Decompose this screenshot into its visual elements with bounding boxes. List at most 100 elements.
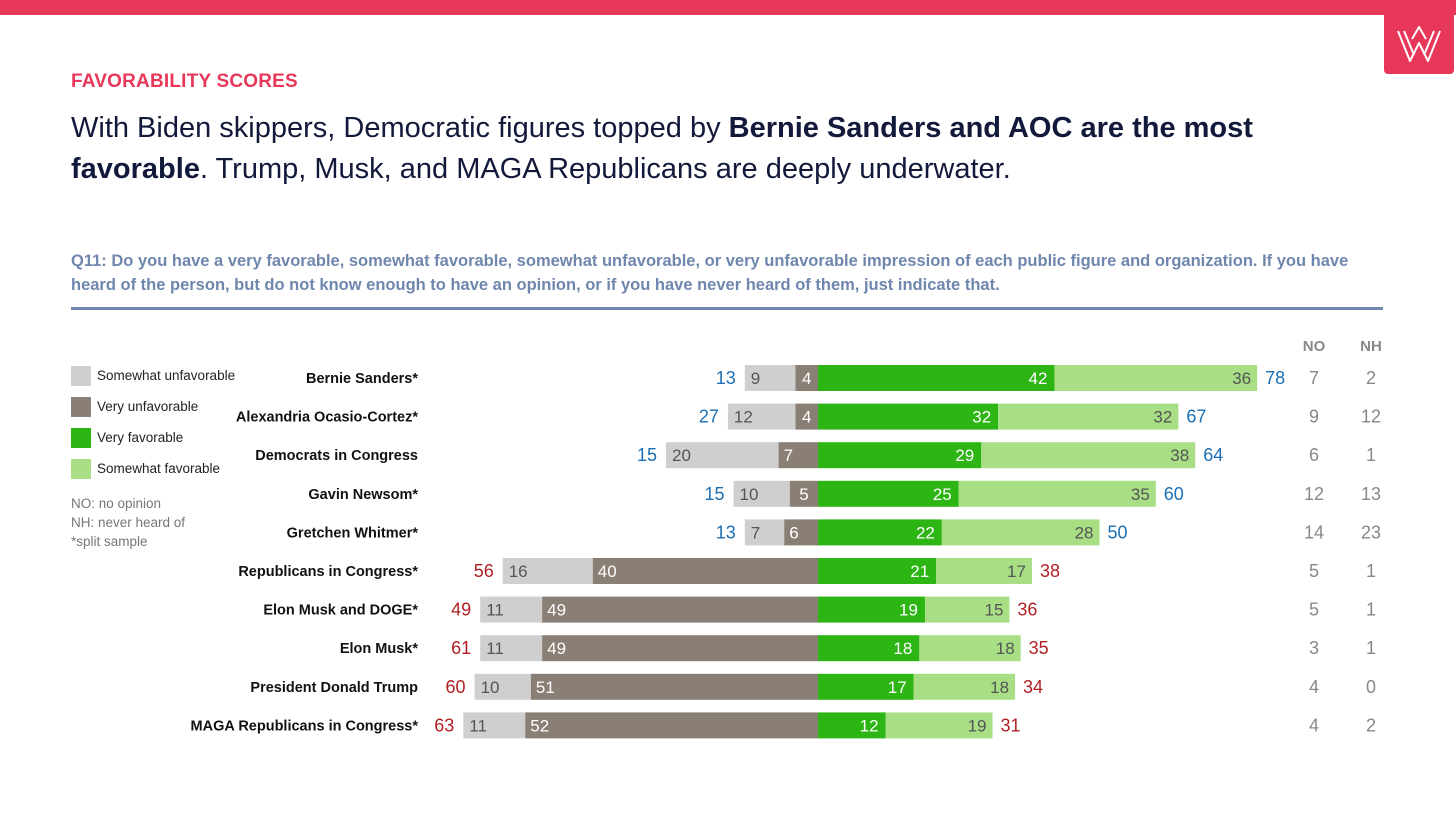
- no-opinion-value: 3: [1309, 638, 1319, 658]
- unfavorable-total: 15: [705, 484, 725, 504]
- label-somewhat-favorable: 19: [968, 716, 987, 735]
- bar-very-unfavorable: [778, 442, 818, 469]
- bar-very-favorable: [818, 673, 914, 700]
- bar-somewhat-unfavorable: [463, 712, 526, 739]
- bar-very-favorable: [818, 635, 920, 662]
- bar-somewhat-favorable: [981, 442, 1196, 469]
- label-very-unfavorable: 52: [530, 716, 549, 735]
- label-somewhat-unfavorable: 9: [751, 369, 760, 388]
- row-label: Gavin Newsom*: [308, 487, 418, 503]
- favorable-total: 31: [1001, 715, 1021, 735]
- label-somewhat-unfavorable: 16: [509, 562, 528, 581]
- bar-somewhat-unfavorable: [744, 519, 785, 546]
- never-heard-value: 13: [1361, 484, 1381, 504]
- bar-somewhat-unfavorable: [502, 558, 593, 584]
- label-somewhat-favorable: 32: [1153, 408, 1172, 427]
- row-label: President Donald Trump: [250, 680, 418, 696]
- never-heard-value: 0: [1366, 677, 1376, 697]
- bar-somewhat-favorable: [924, 596, 1010, 623]
- no-opinion-value: 4: [1309, 677, 1319, 697]
- row-label: Bernie Sanders*: [306, 371, 418, 387]
- label-very-unfavorable: 49: [547, 601, 566, 620]
- bar-very-favorable: [818, 712, 886, 739]
- row-label: MAGA Republicans in Congress*: [191, 718, 419, 734]
- logo-icon: [1397, 26, 1441, 62]
- bar-very-unfavorable: [795, 365, 818, 391]
- label-very-favorable: 42: [1029, 369, 1048, 388]
- no-opinion-value: 5: [1309, 561, 1319, 581]
- bar-very-unfavorable: [784, 519, 818, 546]
- label-somewhat-favorable: 35: [1131, 485, 1150, 504]
- question-text: Do you have a very favorable, somewhat f…: [71, 252, 1349, 294]
- bar-somewhat-favorable: [998, 403, 1179, 430]
- legend-item-somewhat-unfavorable: Somewhat unfavorable: [71, 366, 271, 386]
- label-very-unfavorable: 5: [799, 485, 808, 504]
- favorable-total: 50: [1108, 522, 1128, 542]
- bar-somewhat-unfavorable: [744, 365, 796, 391]
- label-somewhat-unfavorable: 11: [469, 716, 487, 735]
- label-very-unfavorable: 6: [789, 523, 798, 542]
- bar-very-unfavorable: [525, 712, 818, 739]
- unfavorable-total: 56: [474, 561, 494, 581]
- label-somewhat-unfavorable: 11: [486, 639, 504, 658]
- favorable-total: 64: [1203, 445, 1223, 465]
- legend-label: Somewhat favorable: [97, 461, 221, 476]
- row-label: Alexandria Ocasio-Cortez*: [236, 410, 418, 426]
- bar-very-favorable: [818, 442, 982, 469]
- bar-somewhat-unfavorable: [665, 442, 779, 469]
- no-opinion-value: 12: [1304, 484, 1324, 504]
- bar-very-favorable: [818, 403, 999, 430]
- bar-very-unfavorable: [542, 635, 818, 662]
- bar-somewhat-favorable: [941, 519, 1100, 546]
- row-label: Gretchen Whitmer*: [287, 525, 419, 541]
- label-very-favorable: 12: [860, 716, 879, 735]
- label-very-unfavorable: 7: [784, 446, 793, 465]
- headline-emphasis: Bernie Sanders and AOC are the most favo…: [71, 112, 1253, 185]
- bar-somewhat-favorable: [1054, 365, 1258, 391]
- legend-item-very-unfavorable: Very unfavorable: [71, 397, 271, 417]
- label-very-unfavorable: 51: [536, 678, 555, 697]
- bar-somewhat-favorable: [885, 712, 993, 739]
- label-somewhat-unfavorable: 11: [486, 601, 504, 620]
- favorable-total: 67: [1186, 407, 1206, 427]
- favorable-total: 78: [1265, 368, 1285, 388]
- no-opinion-value: 4: [1309, 715, 1319, 735]
- column-header-no: NO: [1303, 338, 1326, 355]
- divider-rule: [71, 307, 1383, 310]
- no-opinion-value: 6: [1309, 445, 1319, 465]
- column-header-nh: NH: [1360, 338, 1382, 355]
- unfavorable-total: 27: [699, 407, 719, 427]
- bar-very-unfavorable: [530, 673, 818, 700]
- question-label: Q11:: [71, 252, 107, 270]
- row-label: Democrats in Congress: [255, 448, 418, 464]
- legend-swatch: [71, 397, 91, 417]
- chart-notes: NO: no opinion NH: never heard of *split…: [71, 494, 185, 551]
- bar-somewhat-favorable: [913, 673, 1016, 700]
- unfavorable-total: 63: [434, 715, 454, 735]
- bar-somewhat-unfavorable: [474, 673, 531, 700]
- brand-logo: [1384, 15, 1454, 74]
- bar-somewhat-favorable: [936, 558, 1032, 584]
- label-somewhat-favorable: 28: [1075, 523, 1094, 542]
- label-somewhat-favorable: 38: [1170, 446, 1189, 465]
- label-somewhat-unfavorable: 20: [672, 446, 691, 465]
- survey-question: Q11: Do you have a very favorable, somew…: [71, 249, 1391, 297]
- bar-very-unfavorable: [542, 596, 818, 623]
- bar-very-favorable: [818, 480, 959, 507]
- label-somewhat-unfavorable: 10: [740, 485, 759, 504]
- never-heard-value: 12: [1361, 407, 1381, 427]
- unfavorable-total: 49: [451, 600, 471, 620]
- bar-somewhat-favorable: [919, 635, 1021, 662]
- label-very-unfavorable: 49: [547, 639, 566, 658]
- bar-very-unfavorable: [789, 480, 818, 507]
- bar-very-favorable: [818, 558, 937, 584]
- label-somewhat-unfavorable: 7: [751, 523, 760, 542]
- bar-somewhat-unfavorable: [733, 480, 790, 507]
- label-very-favorable: 19: [899, 601, 918, 620]
- label-somewhat-unfavorable: 10: [481, 678, 500, 697]
- label-somewhat-favorable: 15: [984, 601, 1003, 620]
- note-no-opinion: NO: no opinion: [71, 496, 162, 511]
- favorable-total: 35: [1029, 638, 1049, 658]
- favorable-total: 36: [1017, 600, 1037, 620]
